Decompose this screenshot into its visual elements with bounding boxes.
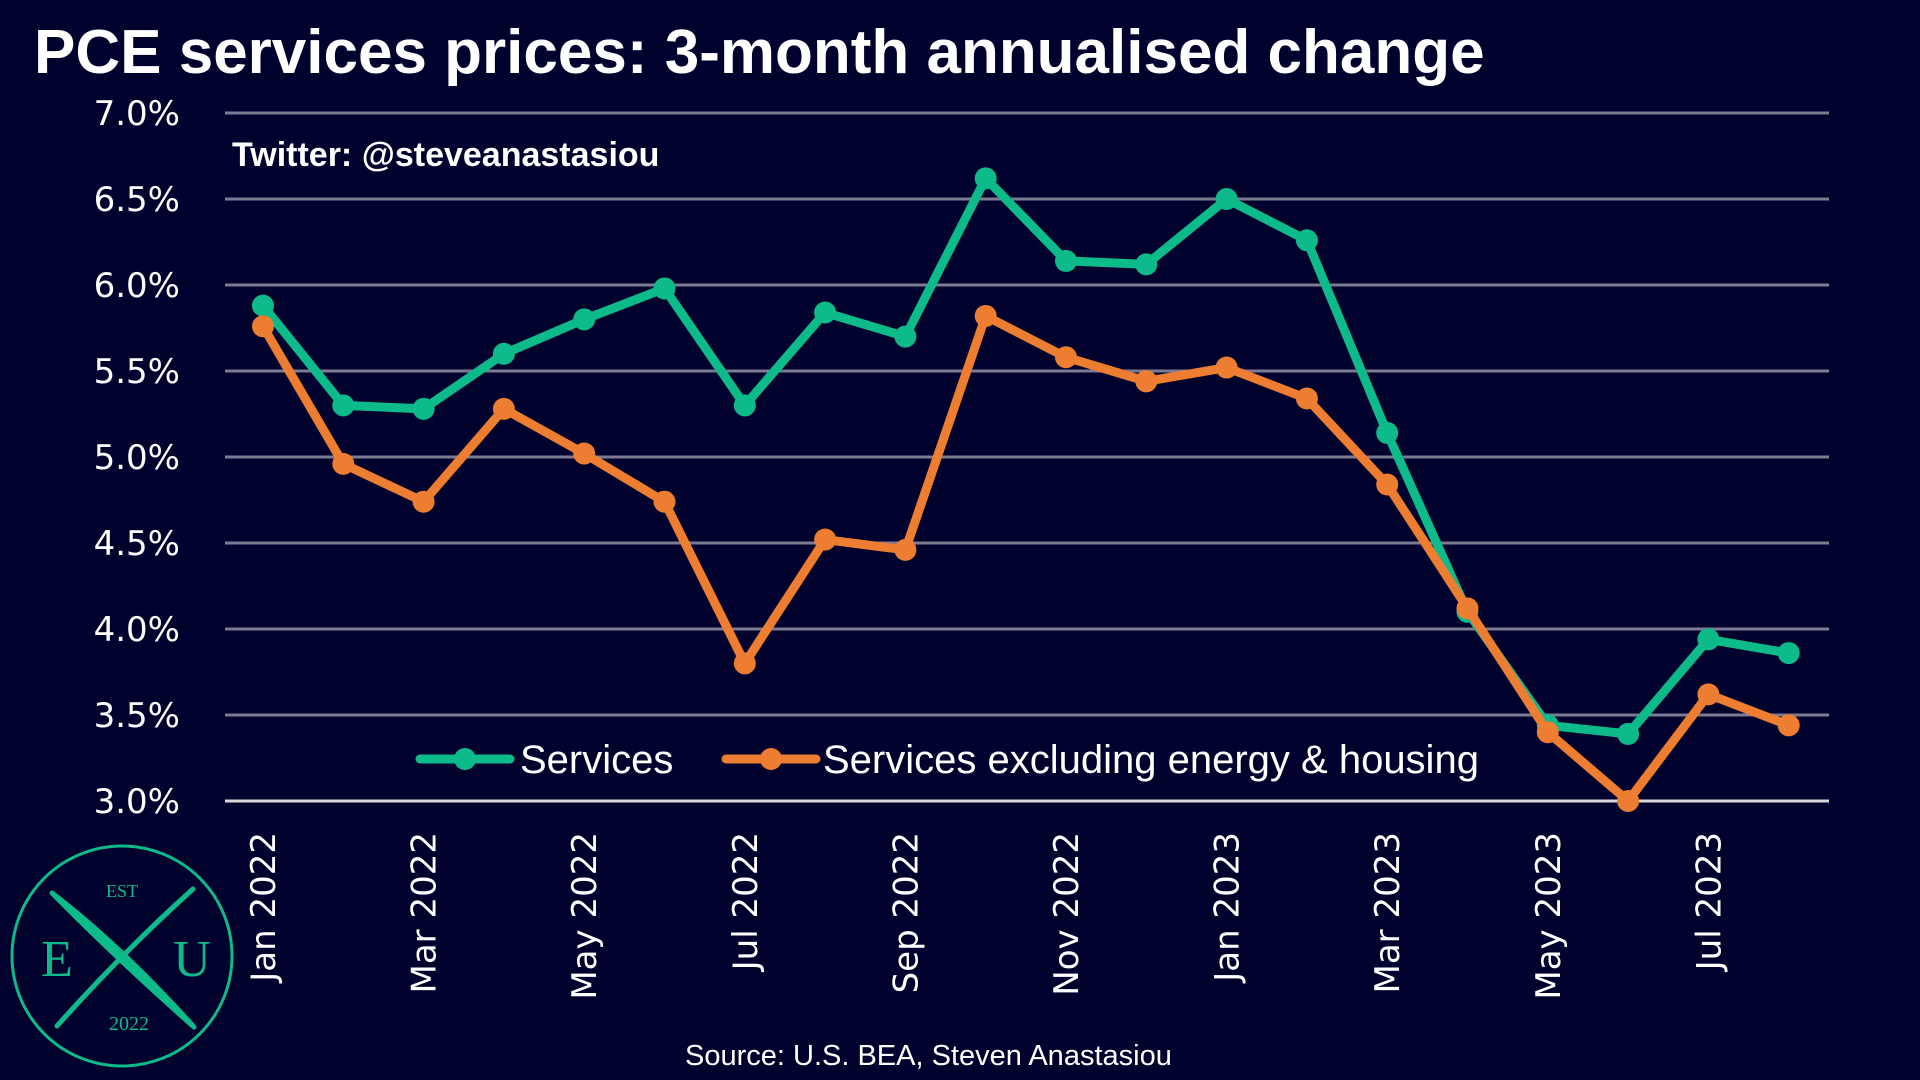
gridlines: [225, 111, 1829, 803]
y-tick-label: 5.0%: [94, 438, 180, 478]
x-tick-label: Jan 2022: [244, 832, 284, 984]
logo-ring: [10, 844, 234, 1068]
series-lines: [252, 167, 1800, 812]
series-line: [258, 311, 1794, 806]
logo-letter-u: U: [173, 931, 211, 988]
data-point: [1295, 229, 1318, 252]
data-point: [1536, 721, 1559, 744]
data-point: [974, 304, 997, 327]
data-point: [653, 490, 676, 513]
data-point: [492, 342, 515, 365]
legend-marker-services-ex-energy-housing: [760, 748, 782, 770]
x-axis-ticks: Jan 2022 Mar 2022 May 2022 Jul 2022 Sep 2022…: [244, 832, 1729, 1000]
data-point: [1055, 346, 1077, 369]
data-point: [1617, 722, 1640, 745]
data-point: [252, 315, 274, 338]
y-axis-ticks: 3.0% 3.5% 4.0% 4.5% 5.0% 5.5% 6.0% 6.5% 7.0%: [94, 94, 180, 822]
y-tick-label: 6.0%: [94, 266, 180, 306]
logo-letter-e: E: [41, 931, 73, 988]
data-point: [1777, 714, 1800, 737]
data-point: [1376, 421, 1399, 444]
data-point: [332, 452, 355, 475]
data-point: [332, 394, 355, 417]
data-point: [1215, 188, 1238, 210]
x-tick-label: Jan 2023: [1208, 832, 1248, 984]
y-tick-label: 3.0%: [94, 782, 180, 822]
x-tick-label: Jul 2023: [1689, 832, 1729, 972]
data-point: [894, 325, 917, 348]
twitter-handle: Twitter: @steveanastasiou: [232, 136, 659, 174]
x-tick-label: Sep 2022: [886, 832, 926, 993]
legend-marker-services: [454, 748, 476, 770]
data-point: [492, 397, 515, 420]
logo: EST E U 2022: [10, 844, 234, 1068]
y-tick-label: 4.5%: [94, 524, 180, 564]
data-point: [733, 652, 756, 675]
data-point: [974, 167, 997, 190]
x-tick-label: Jul 2022: [726, 832, 766, 972]
y-tick-label: 6.5%: [94, 180, 180, 220]
logo-cross-stroke-1: [49, 890, 197, 1030]
legend-item-services: Services: [415, 738, 673, 782]
x-tick-label: Nov 2022: [1047, 832, 1087, 996]
legend: Services Services excluding energy & hou…: [415, 738, 1479, 782]
data-point: [894, 538, 917, 561]
logo-cross-stroke-2: [54, 886, 196, 1029]
legend-item-services-ex-energy-housing: Services excluding energy & housing: [721, 738, 1479, 782]
logo-est: EST: [106, 881, 138, 901]
data-point: [814, 301, 837, 324]
data-point: [412, 397, 435, 420]
data-point: [1617, 790, 1640, 812]
y-tick-label: 4.0%: [94, 610, 180, 650]
data-point: [1295, 387, 1318, 410]
legend-label-services: Services: [520, 738, 673, 782]
data-point: [1456, 597, 1479, 620]
data-point: [573, 308, 596, 331]
data-point: [653, 277, 676, 300]
x-tick-label: May 2022: [565, 832, 605, 1000]
data-point: [733, 394, 756, 417]
data-point: [1376, 473, 1399, 496]
source-note: Source: U.S. BEA, Steven Anastasiou: [685, 1040, 1172, 1072]
data-point: [1055, 249, 1077, 272]
data-point: [1777, 642, 1800, 665]
data-point: [573, 442, 596, 465]
data-point: [1697, 628, 1720, 651]
data-point: [1697, 683, 1720, 706]
x-tick-label: Mar 2022: [405, 832, 445, 993]
data-point: [1215, 356, 1238, 379]
logo-year: 2022: [109, 1013, 149, 1035]
series-services-ex-energy-housing: [252, 304, 1800, 812]
data-point: [814, 528, 837, 551]
chart-title: PCE services prices: 3-month annualised …: [34, 18, 1485, 87]
data-point: [1135, 253, 1158, 276]
legend-label-services-ex-energy-housing: Services excluding energy & housing: [823, 738, 1479, 782]
y-tick-label: 3.5%: [94, 696, 180, 736]
y-tick-label: 7.0%: [94, 94, 180, 134]
data-point: [1135, 370, 1158, 393]
x-tick-label: May 2023: [1529, 832, 1569, 1000]
x-tick-label: Mar 2023: [1368, 832, 1408, 993]
data-point: [252, 294, 274, 317]
y-tick-label: 5.5%: [94, 352, 180, 392]
data-point: [412, 490, 435, 513]
